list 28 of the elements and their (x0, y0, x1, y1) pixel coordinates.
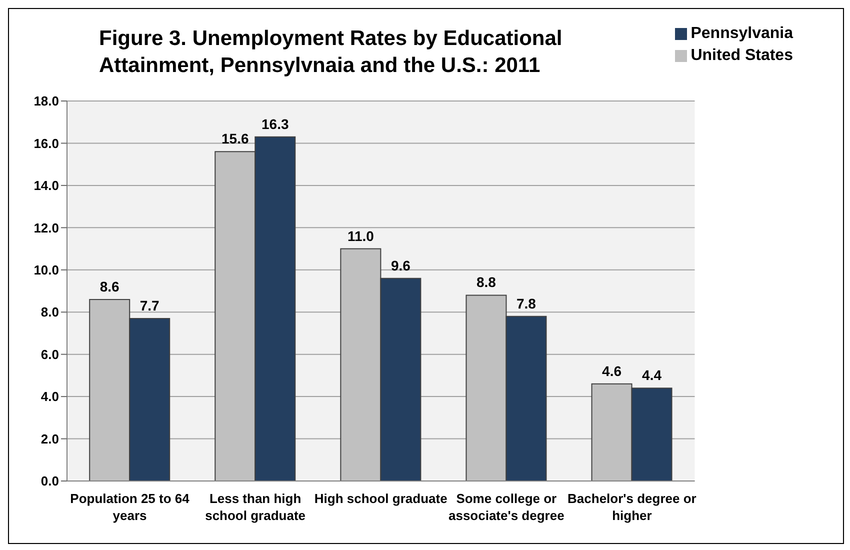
y-tick-label: 18.0 (34, 94, 59, 109)
y-tick-label: 2.0 (40, 431, 59, 446)
data-label: 7.8 (516, 295, 536, 312)
y-tick-label: 0.0 (40, 474, 59, 489)
data-label: 15.6 (222, 130, 249, 147)
x-tick-label: Population 25 to 64 years (70, 491, 190, 523)
y-tick-label: 4.0 (40, 389, 59, 404)
x-tick-label: Bachelor's degree or higher (568, 491, 696, 523)
data-label: 9.6 (390, 257, 411, 274)
data-label: 16.3 (262, 116, 289, 132)
y-tick-label: 12.0 (34, 220, 59, 236)
legend-label: United States (690, 47, 793, 64)
chart-title: Figure 3. Unemployment Rates by Educational Attainment, Pennsylvnaia and the U.S.: 2011 (99, 26, 562, 79)
y-tick-label: 14.0 (34, 178, 59, 194)
x-tick-label: Less than high school graduate (205, 491, 306, 523)
y-tick-label: 16.0 (34, 136, 59, 151)
data-label: 11.0 (347, 228, 374, 244)
y-tick-label: 8.0 (40, 304, 59, 320)
y-tick-label: 10.0 (34, 262, 59, 278)
data-label: 4.4 (642, 367, 662, 384)
x-tick-label: Some college or associate's degree (448, 491, 564, 523)
data-label: 4.6 (602, 362, 622, 379)
data-label: 7.7 (140, 297, 160, 314)
data-label: 8.8 (476, 274, 496, 290)
data-label: 8.6 (100, 278, 120, 294)
y-tick-label: 6.0 (40, 346, 59, 362)
legend-label: Pennsylvania (690, 25, 793, 42)
x-tick-label: High school graduate (314, 491, 448, 506)
